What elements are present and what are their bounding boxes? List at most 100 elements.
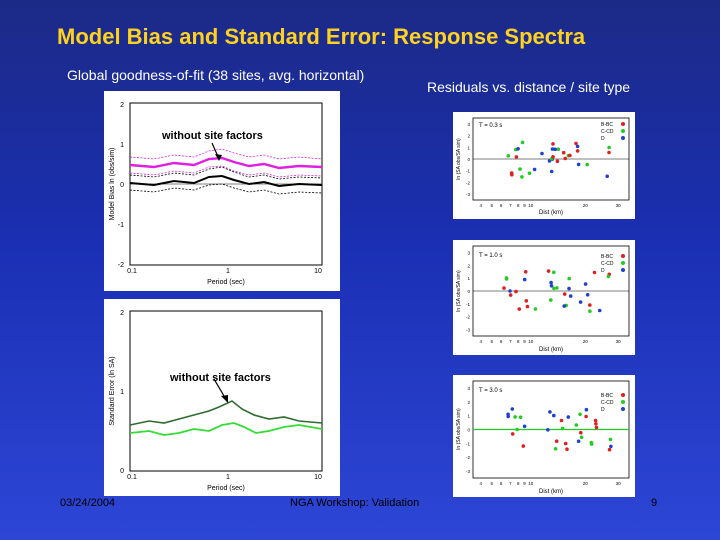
residual-period-label: T = 1.0 s [479, 253, 502, 259]
residual-period-label: T = 3.0 s [479, 388, 502, 394]
legend-marker-c [621, 400, 625, 404]
residual-point [520, 175, 524, 179]
residual-xtick: 6 [500, 203, 503, 208]
residual-ytick: 1 [467, 145, 470, 150]
residual-point [575, 144, 580, 149]
residual-point [567, 286, 571, 291]
residual-point [597, 308, 602, 313]
bias-black-mean-curve [129, 174, 323, 188]
legend-label-b: B-BC [601, 122, 613, 128]
residual-xtick: 5 [490, 339, 493, 344]
residual-ytick: 3 [467, 122, 470, 127]
residual-point [549, 280, 553, 285]
residual-point [560, 426, 565, 431]
residual-point [565, 447, 569, 451]
legend-marker-b [621, 122, 625, 126]
legend-label-c: C-CD [601, 400, 614, 406]
stderr-bright-curve [129, 422, 323, 436]
residual-point [552, 270, 556, 275]
bias-xtick: 0.1 [127, 268, 137, 275]
stderr-ytick: 1 [120, 389, 124, 396]
residual-point [551, 155, 555, 159]
residual-ytick: -1 [466, 169, 470, 174]
residual-xtick: 30 [616, 339, 622, 344]
residual-legend: B-BC C-CD D [601, 393, 625, 413]
residual-panel-1: T = 1.0 s ln (SA obs/SA sim) Dist (km) B… [453, 240, 635, 355]
legend-marker-c [621, 129, 625, 133]
residual-point [594, 425, 599, 430]
legend-marker-b [621, 393, 625, 397]
residual-point [609, 444, 613, 449]
residual-xlabel: Dist (km) [539, 489, 563, 495]
residual-point [549, 298, 553, 302]
residual-point [556, 147, 561, 151]
residual-point [527, 171, 532, 175]
residual-point [567, 276, 571, 281]
residual-ylabel: ln (SA obs/SA sim) [456, 408, 462, 450]
residual-point [510, 172, 514, 177]
residual-ytick: -1 [466, 302, 470, 307]
residual-legend: B-BC C-CD D [601, 122, 625, 142]
slide-title: Model Bias and Standard Error: Response … [57, 24, 586, 49]
residual-point [574, 141, 578, 146]
residual-xtick: 6 [500, 339, 503, 344]
footer-center: NGA Workshop: Validation [290, 497, 420, 509]
bias-ytick: -2 [118, 262, 124, 269]
residual-xtick: 20 [583, 339, 589, 344]
residual-point [532, 167, 537, 172]
residual-point [607, 145, 611, 150]
residual-xtick: 10 [528, 481, 534, 486]
residual-point [578, 412, 582, 417]
residual-point [549, 284, 554, 288]
residual-point [513, 415, 517, 419]
residual-point [551, 142, 555, 146]
residual-point [576, 162, 581, 167]
residual-point [562, 292, 567, 296]
legend-marker-d [621, 268, 625, 272]
residual-xtick: 4 [480, 339, 483, 344]
residual-point [546, 428, 550, 432]
residual-ylabel: ln (SA obs/SA sim) [456, 138, 462, 180]
residual-xtick: 9 [523, 481, 526, 486]
residual-point [549, 169, 554, 174]
residual-ytick: -1 [466, 441, 470, 446]
residual-ytick: 1 [467, 276, 470, 281]
stderr-xlabel: Period (sec) [207, 485, 245, 492]
residual-xtick: 7 [509, 203, 512, 208]
residual-point [561, 150, 566, 155]
residual-point [606, 274, 611, 279]
stderr-plot: 2 1 0 0.1 1 10 Period (sec) Standard Err… [109, 310, 323, 492]
residual-panel-0: T = 0.3 s ln (SA obs/SA sim) Dist (km) B… [453, 112, 635, 219]
model-bias-panel: 2 1 0 -1 -2 0.1 1 10 Period (sec) Model … [104, 91, 340, 291]
bias-overlay-label: without site factors [162, 130, 263, 142]
residual-point [608, 437, 613, 442]
bias-ytick: 1 [120, 142, 124, 149]
legend-label-d: D [601, 407, 605, 413]
residual-point [589, 440, 594, 445]
residual-point [523, 270, 528, 274]
residual-ytick: 2 [467, 400, 470, 405]
bias-black-lower-curve [129, 183, 323, 195]
residual-ytick: 3 [467, 386, 470, 391]
bias-arrowhead [215, 154, 222, 161]
stderr-panel: 2 1 0 0.1 1 10 Period (sec) Standard Err… [104, 299, 340, 496]
residual-ytick: -3 [466, 469, 470, 474]
legend-label-c: C-CD [601, 129, 614, 135]
residual-point [550, 147, 555, 151]
residual-point [508, 289, 512, 293]
residual-legend: B-BC C-CD D [601, 254, 625, 274]
residual-point [576, 439, 581, 444]
residual-point [510, 432, 515, 436]
residual-plot-1: T = 1.0 s ln (SA obs/SA sim) Dist (km) B… [456, 245, 630, 353]
residual-point [540, 151, 544, 156]
stderr-arrowhead [221, 395, 228, 403]
residual-ytick: 0 [467, 428, 470, 433]
residual-point [525, 304, 530, 309]
residual-ytick: 2 [467, 134, 470, 139]
residual-point [555, 159, 560, 163]
stderr-ytick: 2 [120, 310, 124, 317]
residual-xtick: 4 [480, 203, 483, 208]
residual-xtick: 7 [509, 481, 512, 486]
legend-marker-c [621, 261, 625, 265]
residual-xtick: 5 [490, 203, 493, 208]
